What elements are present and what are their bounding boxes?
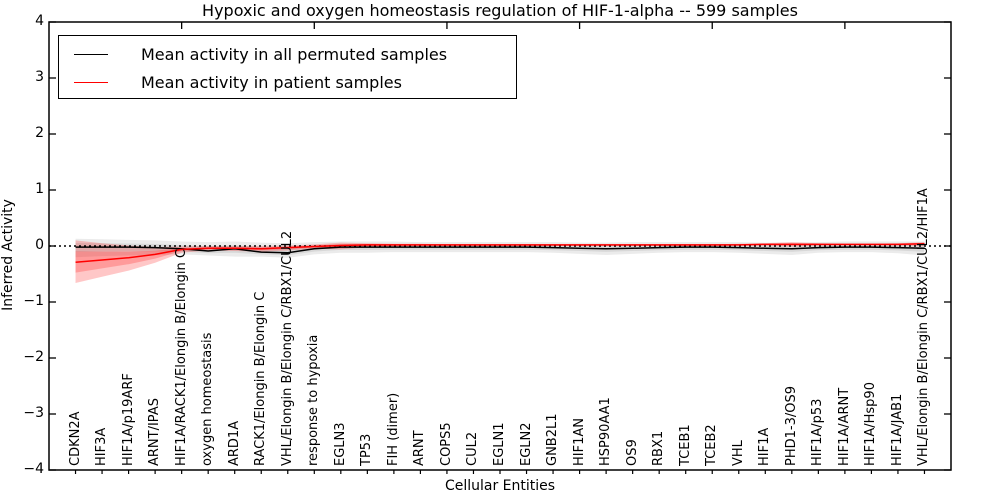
x-tick-label: HIF1A/ARNT xyxy=(836,387,852,466)
y-tick-label: 3 xyxy=(35,69,44,85)
x-tick-label: ARNT xyxy=(412,430,428,466)
x-tick-label: TCEB1 xyxy=(677,424,693,466)
x-tick-label: EGLN1 xyxy=(492,422,507,466)
x-tick-label: OS9 xyxy=(624,439,640,466)
legend-item-permuted: Mean activity in all permuted samples xyxy=(59,40,447,68)
x-tick-label: VHL xyxy=(730,440,746,466)
x-tick-label: HSP90AA1 xyxy=(598,397,614,466)
x-tick-label: CUL2 xyxy=(465,431,481,466)
x-tick-label: GNB2L1 xyxy=(545,413,561,466)
y-tick-label: 1 xyxy=(35,181,44,197)
x-tick-label: HIF1A/JAB1 xyxy=(889,393,905,466)
y-tick-label: −1 xyxy=(23,293,44,309)
x-tick-label: HIF1AN xyxy=(571,418,587,466)
x-tick-label: EGLN3 xyxy=(332,422,348,466)
x-tick-label: PHD1-3/OS9 xyxy=(783,386,799,466)
x-tick-label: RACK1/Elongin B/Elongin C xyxy=(253,291,269,466)
x-axis-label: Cellular Entities xyxy=(444,478,556,494)
x-tick-label: FIH (dimer) xyxy=(385,392,401,466)
y-tick-label: 2 xyxy=(35,125,44,141)
x-tick-label: HIF1A xyxy=(757,427,773,466)
y-tick-label: −3 xyxy=(23,405,44,421)
legend-line-permuted-icon xyxy=(74,53,108,55)
x-tick-label: COPS5 xyxy=(438,422,454,466)
x-tick-label: EGLN2 xyxy=(518,422,534,466)
x-tick-label: HIF1A/p53 xyxy=(810,398,826,466)
legend: Mean activity in all permuted samples Me… xyxy=(58,35,517,99)
chart-title: Hypoxic and oxygen homeostasis regulatio… xyxy=(202,1,798,20)
legend-label-patient: Mean activity in patient samples xyxy=(141,72,402,92)
x-tick-label: RBX1 xyxy=(651,430,667,466)
x-tick-label: TCEB2 xyxy=(704,424,720,466)
x-tick-label: HIF1A/RACK1/Elongin B/Elongin C xyxy=(173,249,189,466)
x-tick-label: TP53 xyxy=(359,433,375,466)
x-tick-label: HIF1A/Hsp90 xyxy=(863,382,879,466)
legend-item-patient: Mean activity in patient samples xyxy=(59,68,402,96)
x-tick-label: ARD1A xyxy=(226,420,242,466)
x-tick-label: VHL/Elongin B/Elongin C/RBX1/CUL2/HIF1A xyxy=(916,188,932,466)
y-tick-label: 4 xyxy=(35,13,44,29)
x-tick-label: response to hypoxia xyxy=(306,334,322,466)
y-tick-label: −4 xyxy=(23,461,44,477)
x-tick-label: ARNT/IPAS xyxy=(147,398,163,466)
x-tick-label: oxygen homeostasis xyxy=(200,332,216,466)
x-tick-label: HIF1A/p19ARF xyxy=(120,373,136,466)
x-tick-label: HIF3A xyxy=(94,427,110,466)
legend-label-permuted: Mean activity in all permuted samples xyxy=(141,44,448,64)
legend-line-patient-icon xyxy=(74,81,108,83)
x-tick-label: CDKN2A xyxy=(67,411,83,466)
y-tick-label: 0 xyxy=(35,237,44,253)
x-tick-label: VHL/Elongin B/Elongin C/RBX1/CUL2 xyxy=(279,230,295,466)
y-tick-label: −2 xyxy=(23,349,44,365)
